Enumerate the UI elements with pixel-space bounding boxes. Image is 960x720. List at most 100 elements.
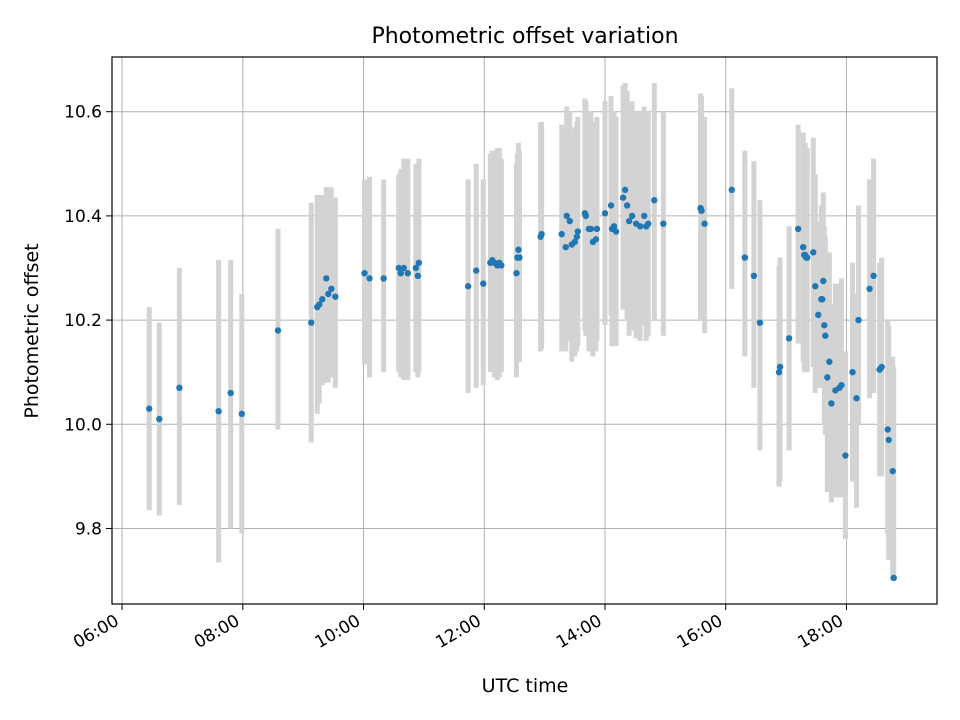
data-point [838, 382, 845, 389]
data-point [628, 212, 636, 220]
data-point [215, 408, 222, 415]
data-point [625, 217, 633, 225]
data-point [785, 335, 793, 342]
data-points [146, 186, 897, 582]
data-point [395, 264, 402, 272]
data-point [826, 358, 833, 365]
data-point [794, 225, 802, 233]
data-point [480, 280, 487, 287]
x-axis-label: UTC time [482, 675, 569, 697]
plot-frame [111, 56, 938, 605]
data-point [842, 452, 849, 459]
data-point [513, 269, 520, 277]
y-tick-label: 10.6 [64, 103, 102, 123]
y-tick-label: 10.2 [64, 311, 102, 331]
data-point [849, 368, 856, 376]
data-point [593, 225, 601, 233]
data-point [804, 254, 811, 261]
data-point [815, 311, 822, 319]
data-point [308, 319, 315, 326]
data-point [812, 283, 819, 290]
data-point [619, 194, 627, 201]
data-point [566, 217, 573, 225]
data-point [637, 223, 644, 230]
data-point [397, 269, 404, 277]
data-point [415, 259, 423, 266]
data-point [750, 272, 758, 279]
data-point [361, 269, 368, 277]
data-point [855, 316, 862, 324]
data-point [473, 267, 480, 274]
data-point [464, 283, 472, 290]
data-point [571, 238, 579, 246]
data-point [380, 275, 387, 282]
data-point [607, 202, 615, 209]
data-point [776, 363, 784, 371]
data-point [328, 285, 335, 293]
y-axis-ticks: 9.8 10.0 10.2 10.4 10.6 [64, 103, 112, 539]
data-point [601, 210, 609, 217]
data-point [516, 254, 523, 261]
data-point [582, 212, 590, 220]
y-tick-label: 9.8 [75, 519, 102, 539]
data-point [538, 230, 545, 238]
data-point [574, 228, 582, 235]
data-point [319, 296, 326, 303]
data-point [412, 264, 420, 272]
data-point [156, 415, 163, 423]
data-point [325, 290, 332, 298]
data-point [828, 400, 835, 407]
data-point [824, 374, 831, 381]
data-point [821, 322, 828, 329]
data-point [238, 410, 245, 418]
data-point [756, 319, 764, 326]
y-tick-label: 10.4 [64, 207, 102, 227]
data-point [623, 202, 631, 209]
data-point [558, 230, 565, 238]
data-point [274, 327, 282, 334]
data-point [660, 220, 667, 227]
data-point [741, 254, 749, 261]
y-tick-label: 10.0 [64, 415, 102, 435]
data-point [610, 223, 618, 230]
data-point [645, 220, 652, 227]
data-point [819, 296, 826, 303]
data-point [799, 243, 807, 251]
y-axis-label: Photometric offset [21, 243, 43, 418]
data-point [404, 269, 411, 277]
data-point [612, 228, 620, 235]
data-point [176, 384, 183, 392]
data-point [414, 272, 422, 279]
data-point [621, 186, 629, 194]
data-point [651, 197, 658, 204]
data-point [573, 233, 581, 240]
data-point [366, 275, 373, 282]
data-point [889, 467, 896, 475]
data-point [400, 264, 407, 272]
data-point [870, 272, 877, 279]
data-point [884, 426, 891, 433]
data-point [587, 225, 595, 233]
chart-title: Photometric offset variation [371, 24, 678, 49]
data-point [641, 212, 648, 220]
data-point [592, 236, 600, 243]
data-point [866, 285, 873, 293]
data-point [822, 332, 829, 339]
data-point [698, 207, 705, 214]
data-point [775, 368, 783, 376]
data-point [563, 212, 570, 220]
data-point [890, 574, 897, 582]
data-point [515, 246, 522, 253]
data-point [323, 275, 330, 282]
data-point [227, 389, 234, 397]
data-point [562, 243, 569, 251]
data-point [498, 262, 505, 269]
data-point [332, 293, 339, 300]
data-point [810, 249, 817, 256]
data-point [878, 363, 885, 371]
data-point [728, 186, 735, 194]
data-point [316, 301, 323, 308]
data-point [146, 405, 153, 412]
data-point [885, 436, 892, 444]
